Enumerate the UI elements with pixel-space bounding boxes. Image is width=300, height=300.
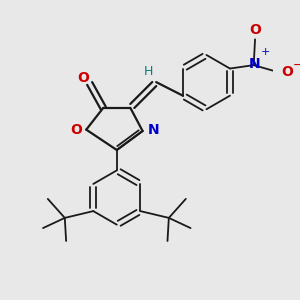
Text: H: H: [143, 65, 153, 78]
Text: N: N: [249, 57, 260, 71]
Text: O: O: [77, 71, 89, 85]
Text: O: O: [281, 65, 293, 79]
Text: −: −: [292, 58, 300, 72]
Text: O: O: [249, 23, 261, 37]
Text: +: +: [261, 46, 270, 57]
Text: N: N: [148, 123, 159, 136]
Text: O: O: [70, 123, 82, 136]
